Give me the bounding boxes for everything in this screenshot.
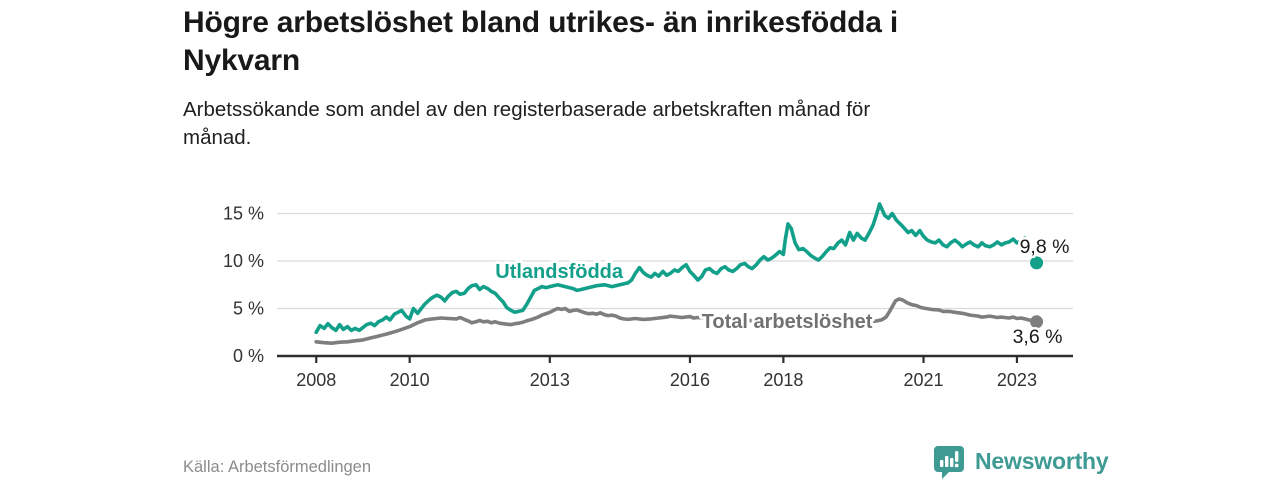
series-end-dot: [1030, 315, 1044, 329]
series-label: Total arbetslöshet: [702, 311, 873, 333]
x-tick-label: 2023: [997, 370, 1037, 390]
x-tick-label: 2018: [763, 370, 803, 390]
series-line-utlandsfodda: [314, 202, 1039, 335]
page-title: Högre arbetslöshet bland utrikes- än inr…: [183, 4, 898, 81]
source-attribution: Källa: Arbetsförmedlingen: [183, 458, 372, 476]
y-tick-label: 5 %: [233, 299, 264, 319]
title-line-1: Högre arbetslöshet bland utrikes- än inr…: [183, 6, 898, 39]
x-tick-label: 2008: [296, 370, 336, 390]
brand-name: Newsworthy: [975, 447, 1109, 474]
chart-subtitle: Arbetssökande som andel av den registerb…: [183, 96, 870, 153]
series-end-dot: [1030, 256, 1044, 270]
subtitle-line-2: månad.: [183, 126, 252, 150]
series-end-value-label: 3,6 %: [1013, 326, 1063, 348]
brand-logo: Newsworthy: [931, 443, 1109, 479]
title-line-2: Nykvarn: [183, 44, 301, 78]
y-tick-label: 10 %: [223, 251, 264, 271]
y-tick-label: 15 %: [223, 204, 264, 224]
series-end-value-label: 9,8 %: [1020, 236, 1070, 258]
x-tick-label: 2016: [670, 370, 710, 390]
x-tick-label: 2021: [903, 370, 943, 390]
y-tick-label: 0 %: [233, 346, 264, 366]
x-tick-label: 2010: [390, 370, 430, 390]
x-tick-label: 2013: [530, 370, 570, 390]
subtitle-line-1: Arbetssökande som andel av den registerb…: [183, 98, 871, 121]
series-label: Utlandsfödda: [495, 261, 624, 283]
bar-chart-speech-bubble-icon: [934, 446, 964, 479]
series-line-total: [314, 297, 1039, 345]
